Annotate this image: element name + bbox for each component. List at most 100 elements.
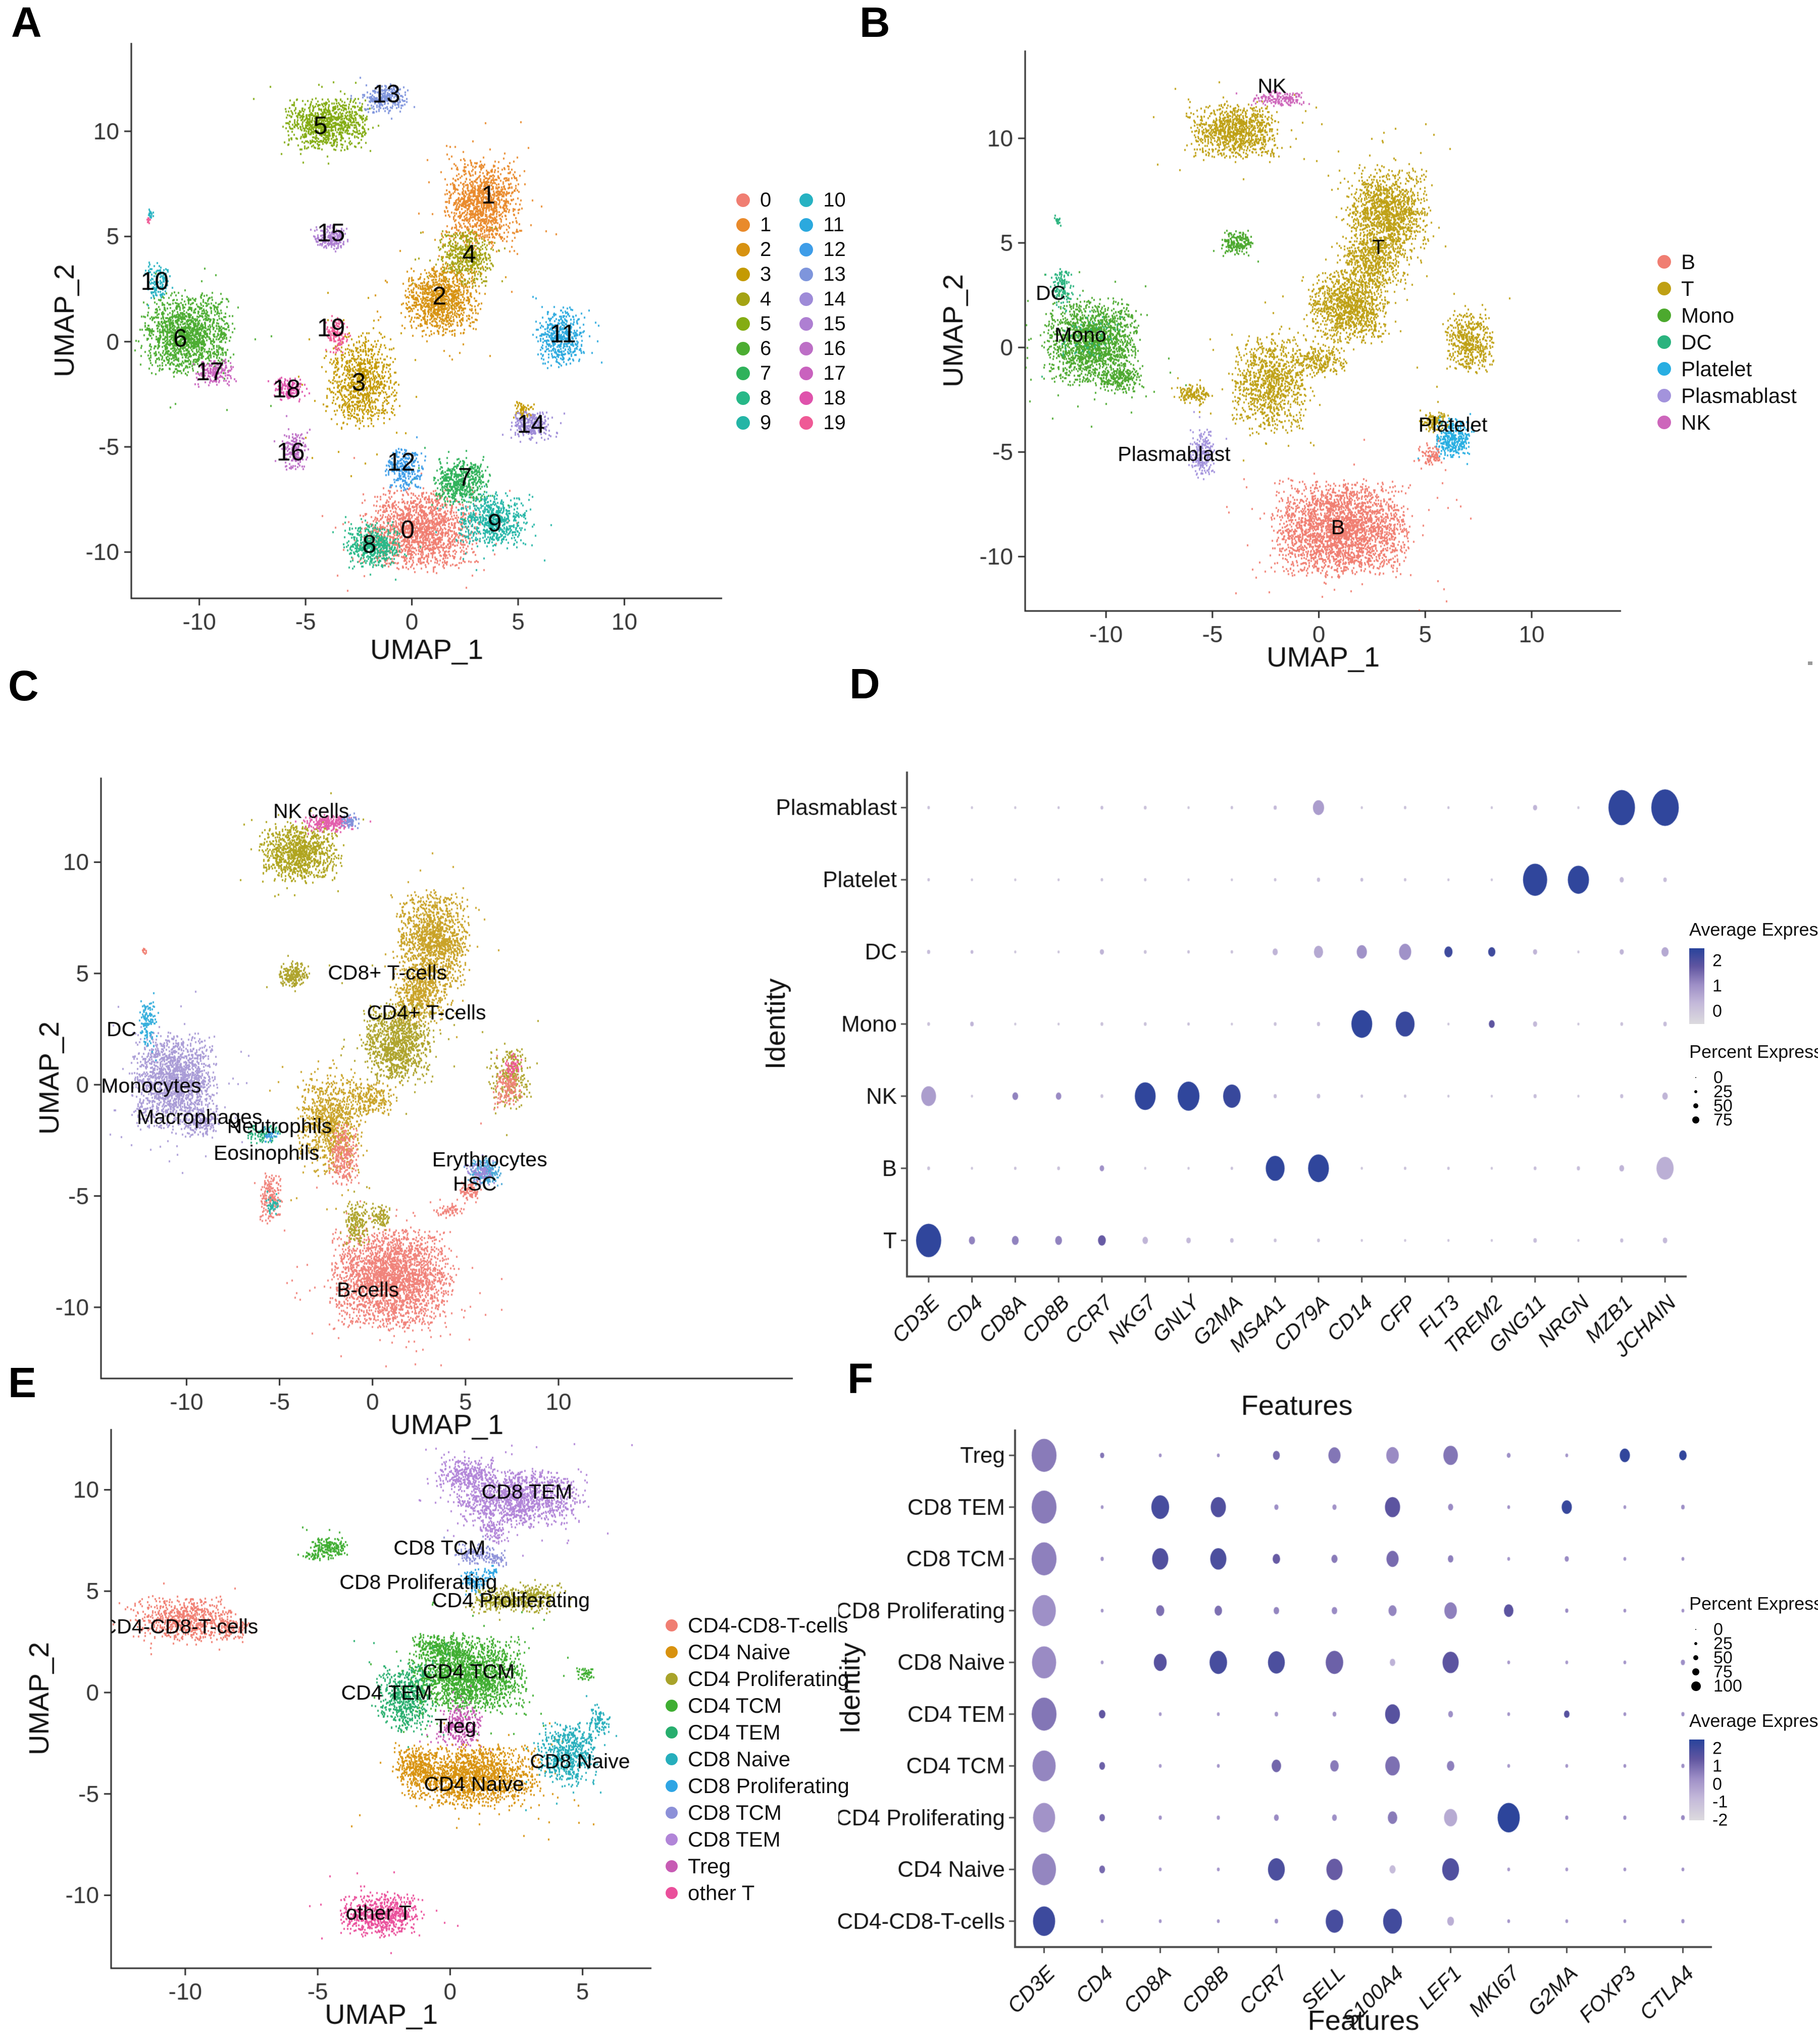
legend-item: CD8 Naive — [666, 1746, 849, 1772]
legend-item-label: B — [1681, 249, 1696, 274]
legend-item: CD8 TEM — [666, 1826, 849, 1853]
legend-item: Mono — [1657, 302, 1797, 329]
legend-item-label: 10 — [823, 189, 846, 211]
legend-swatch — [666, 1806, 678, 1819]
legend-item-label: 16 — [823, 337, 846, 360]
legend-item: CD4 Proliferating — [666, 1665, 849, 1692]
legend-swatch — [1657, 389, 1671, 402]
pct-size-label: 0 — [1713, 1067, 1723, 1087]
pct-expressed-title: Percent Expressed — [1689, 1593, 1818, 1614]
legend-dotplot-f: Percent Expressed0255075100Average Expre… — [1689, 1593, 1818, 1837]
legend-item-label: Mono — [1681, 303, 1735, 327]
panel-letter-a: A — [11, 0, 42, 46]
legend-swatch — [1657, 335, 1671, 349]
legend-item: 4 — [736, 287, 771, 312]
panel-letter-b: B — [860, 0, 890, 46]
pct-size-dot — [1695, 1077, 1696, 1078]
legend-item-label: 15 — [823, 313, 846, 335]
dot-plot-tcell-subsets — [838, 1389, 1717, 2044]
legend-item: 8 — [736, 386, 771, 411]
legend-item-label: 1 — [760, 214, 772, 236]
legend-swatch — [736, 243, 750, 257]
legend-tcell-subsets: CD4-CD8-T-cells CD4 Naive CD4 Proliferatin… — [666, 1612, 849, 1906]
avg-expression-title: Average Expression — [1689, 919, 1818, 940]
pct-size-key-row: 75 — [1689, 1662, 1818, 1681]
legend-swatch — [799, 317, 814, 331]
pct-size-label: 25 — [1713, 1633, 1733, 1653]
legend-swatch — [799, 218, 814, 232]
legend-item-label: 0 — [760, 189, 772, 211]
legend-item-label: 17 — [823, 362, 846, 384]
legend-item-label: CD8 TEM — [688, 1827, 781, 1851]
legend-item: 14 — [799, 287, 846, 312]
legend-item: 0 — [736, 188, 771, 213]
legend-item: CD4-CD8-T-cells — [666, 1612, 849, 1639]
legend-item: 10 — [799, 188, 846, 213]
legend-swatch — [799, 292, 814, 306]
legend-item: 9 — [736, 411, 771, 435]
legend-item: 1 — [736, 213, 771, 237]
legend-swatch — [736, 218, 750, 232]
pct-size-key-row: 0 — [1689, 1067, 1818, 1087]
legend-column: 10 11 12 13 14 15 16 17 18 19 — [799, 188, 846, 435]
legend-item-label: CD4 TEM — [688, 1720, 781, 1744]
legend-item: 11 — [799, 213, 846, 237]
legend-item: 2 — [736, 237, 771, 262]
pct-expressed-title: Percent Expressed — [1689, 1041, 1818, 1062]
legend-swatch — [1657, 362, 1671, 376]
legend-item: CD4 Naive — [666, 1639, 849, 1665]
legend-swatch — [1657, 255, 1671, 269]
legend-item-label: other T — [688, 1880, 755, 1905]
legend-swatch — [736, 268, 750, 281]
legend-item-label: Platelet — [1681, 356, 1752, 381]
legend-item: 6 — [736, 336, 771, 361]
legend-item: 13 — [799, 262, 846, 287]
legend-item: CD4 TCM — [666, 1692, 849, 1719]
legend-item-label: 2 — [760, 238, 772, 261]
legend-swatch — [666, 1833, 678, 1846]
legend-item: 3 — [736, 262, 771, 287]
legend-item-label: 6 — [760, 337, 772, 360]
legend-item-label: 18 — [823, 387, 846, 409]
panel-letter-d: D — [849, 660, 880, 707]
umap-plot-clusters — [45, 28, 752, 679]
legend-item-label: 4 — [760, 288, 772, 310]
pct-size-dot — [1692, 1116, 1700, 1124]
legend-item-label: CD4 Proliferating — [688, 1666, 849, 1691]
legend-item: other T — [666, 1879, 849, 1906]
pct-size-label: 25 — [1713, 1082, 1733, 1101]
legend-item: CD8 TCM — [666, 1799, 849, 1826]
colorbar-tick-label: 1 — [1712, 976, 1722, 996]
legend-swatch — [799, 268, 814, 281]
legend-swatch — [736, 193, 750, 207]
legend-item-label: 11 — [823, 214, 844, 236]
colorbar-tick-label: 2 — [1712, 951, 1722, 970]
colorbar-gradient — [1689, 1740, 1704, 1820]
legend-item: Platelet — [1657, 355, 1797, 382]
pct-size-label: 0 — [1713, 1619, 1723, 1639]
legend-item: Plasmablast — [1657, 382, 1797, 409]
pct-size-dot — [1695, 1629, 1696, 1630]
pct-size-key-row: 25 — [1689, 1082, 1818, 1101]
colorbar-tick-label: -1 — [1712, 1792, 1728, 1812]
colorbar: 2 1 0 -1 -2 — [1689, 1739, 1818, 1830]
legend-item: 17 — [799, 361, 846, 386]
pct-size-label: 50 — [1713, 1096, 1733, 1115]
legend-swatch — [799, 342, 814, 355]
pct-size-key-row: 75 — [1689, 1110, 1818, 1130]
panel-letter-c: C — [8, 662, 39, 709]
legend-item-label: CD8 TCM — [688, 1800, 782, 1824]
umap-plot-annotated-celltypes — [30, 747, 818, 1454]
legend-swatch — [736, 292, 750, 306]
umap-plot-major-celltypes — [934, 30, 1661, 687]
legend-item: B — [1657, 248, 1797, 275]
legend-swatch — [666, 1886, 678, 1899]
legend-item-label: CD8 Naive — [688, 1747, 791, 1771]
legend-item: 12 — [799, 237, 846, 262]
legend-swatch — [799, 193, 814, 207]
legend-item: CD4 TEM — [666, 1719, 849, 1746]
legend-swatch — [666, 1699, 678, 1712]
pct-size-label: 75 — [1713, 1662, 1733, 1681]
pct-size-dot — [1691, 1681, 1701, 1691]
